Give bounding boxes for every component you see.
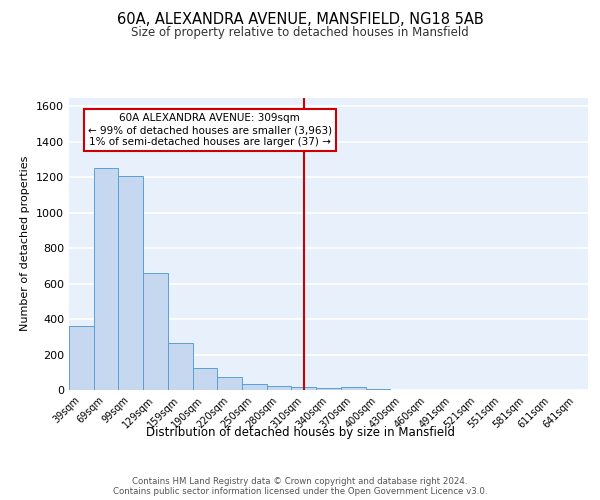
Bar [267,386,292,390]
Bar [168,343,193,390]
Bar [292,388,316,390]
Text: 60A ALEXANDRA AVENUE: 309sqm
← 99% of detached houses are smaller (3,963)
1% of : 60A ALEXANDRA AVENUE: 309sqm ← 99% of de… [88,114,332,146]
Text: Size of property relative to detached houses in Mansfield: Size of property relative to detached ho… [131,26,469,39]
Y-axis label: Number of detached properties: Number of detached properties [20,156,31,332]
Bar [217,376,242,390]
Bar [316,388,341,390]
Text: 60A, ALEXANDRA AVENUE, MANSFIELD, NG18 5AB: 60A, ALEXANDRA AVENUE, MANSFIELD, NG18 5… [116,12,484,28]
Bar [193,368,217,390]
Bar [143,273,168,390]
Bar [242,384,267,390]
Bar [341,388,365,390]
Bar [118,176,143,390]
Bar [69,326,94,390]
Text: Distribution of detached houses by size in Mansfield: Distribution of detached houses by size … [146,426,455,439]
Bar [94,168,118,390]
Text: Contains HM Land Registry data © Crown copyright and database right 2024.
Contai: Contains HM Land Registry data © Crown c… [113,476,487,496]
Bar [365,389,390,390]
